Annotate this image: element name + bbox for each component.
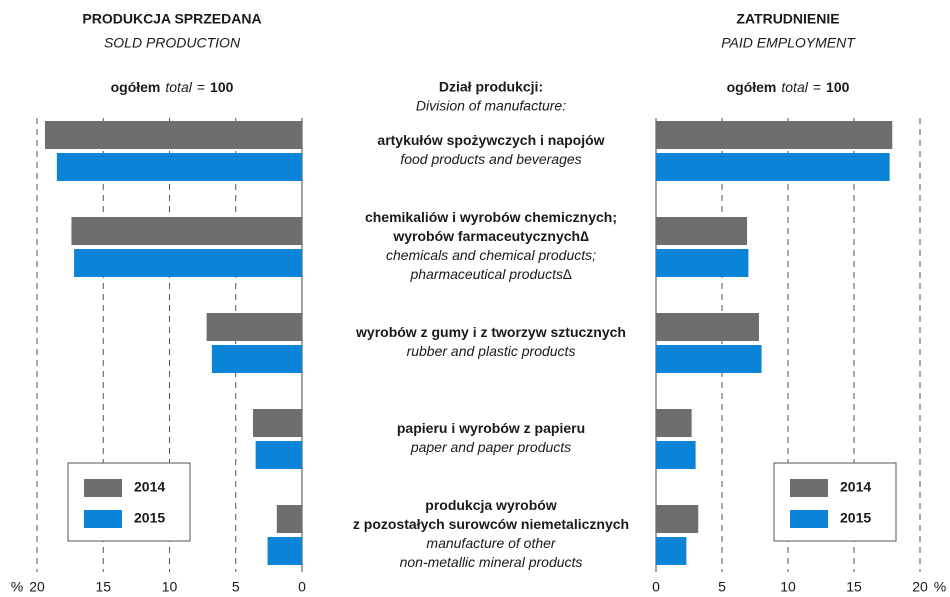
category-label: z pozostałych surowców niemetalicznych	[353, 516, 629, 532]
bar	[276, 505, 302, 533]
total-label: ogółem total = 100	[111, 79, 234, 95]
total-part: total	[165, 79, 192, 95]
bar	[656, 441, 696, 469]
legend-swatch	[84, 479, 122, 497]
category-label: artykułów spożywczych i napojów	[377, 132, 604, 148]
legend-label: 2015	[840, 510, 871, 526]
x-tick-label: 5	[232, 579, 240, 595]
bar	[74, 249, 302, 277]
legend-swatch	[790, 510, 828, 528]
bar	[252, 409, 302, 437]
legend-label: 2014	[840, 479, 871, 495]
total-part: =	[197, 79, 205, 95]
x-unit: %	[934, 579, 946, 595]
total-part: 100	[826, 79, 850, 95]
category-label: rubber and plastic products	[407, 343, 576, 359]
bar	[44, 121, 302, 149]
total-part: =	[813, 79, 821, 95]
bar	[656, 345, 762, 373]
bar	[656, 249, 749, 277]
category-label: wyrobów z gumy i z tworzyw sztucznych	[355, 324, 626, 340]
total-part: total	[781, 79, 808, 95]
x-tick-label: 20	[29, 579, 45, 595]
legend-label: 2015	[134, 510, 165, 526]
x-tick-label: 0	[652, 579, 660, 595]
x-tick-label: 5	[718, 579, 726, 595]
total-part: 100	[210, 79, 234, 95]
chart-subtitle: SOLD PRODUCTION	[104, 35, 241, 51]
bar	[656, 409, 692, 437]
legend-swatch	[84, 510, 122, 528]
bar	[656, 121, 893, 149]
legend-label: 2014	[134, 479, 165, 495]
total-label: ogółem total = 100	[727, 79, 850, 95]
x-unit: %	[11, 579, 23, 595]
bar	[255, 441, 302, 469]
bar	[71, 217, 302, 245]
x-tick-label: 0	[298, 579, 306, 595]
x-tick-label: 20	[912, 579, 928, 595]
division-title: Dział produkcji:	[439, 79, 543, 95]
category-label: food products and beverages	[400, 151, 581, 167]
bar	[656, 217, 748, 245]
x-tick-label: 15	[95, 579, 111, 595]
category-label: manufacture of other	[426, 535, 557, 551]
x-tick-label: 10	[780, 579, 796, 595]
bar	[656, 153, 890, 181]
x-tick-label: 15	[846, 579, 862, 595]
legend-box	[67, 462, 191, 542]
chart-title: PRODUKCJA SPRZEDANA	[82, 11, 261, 27]
category-label: pharmaceutical products∆	[409, 266, 572, 282]
bar	[206, 313, 302, 341]
category-label: paper and paper products	[410, 439, 571, 455]
category-label: chemicals and chemical products;	[386, 247, 596, 263]
bar	[656, 505, 699, 533]
chart-title: ZATRUDNIENIE	[736, 11, 839, 27]
bar	[211, 345, 302, 373]
category-label: non-metallic mineral products	[400, 554, 583, 570]
x-tick-label: 10	[162, 579, 178, 595]
category-label: produkcja wyrobów	[425, 497, 557, 513]
bar	[56, 153, 302, 181]
legend-swatch	[790, 479, 828, 497]
bar	[656, 313, 759, 341]
category-label: wyrobów farmaceutycznych∆	[392, 228, 589, 244]
division-subtitle: Division of manufacture:	[416, 98, 566, 114]
bar	[656, 537, 687, 565]
category-label: papieru i wyrobów z papieru	[397, 420, 585, 436]
total-part: ogółem	[727, 79, 777, 95]
chart-subtitle: PAID EMPLOYMENT	[721, 35, 856, 51]
legend-box	[773, 462, 897, 542]
category-label: chemikaliów i wyrobów chemicznych;	[365, 209, 617, 225]
total-part: ogółem	[111, 79, 161, 95]
bar	[267, 537, 302, 565]
